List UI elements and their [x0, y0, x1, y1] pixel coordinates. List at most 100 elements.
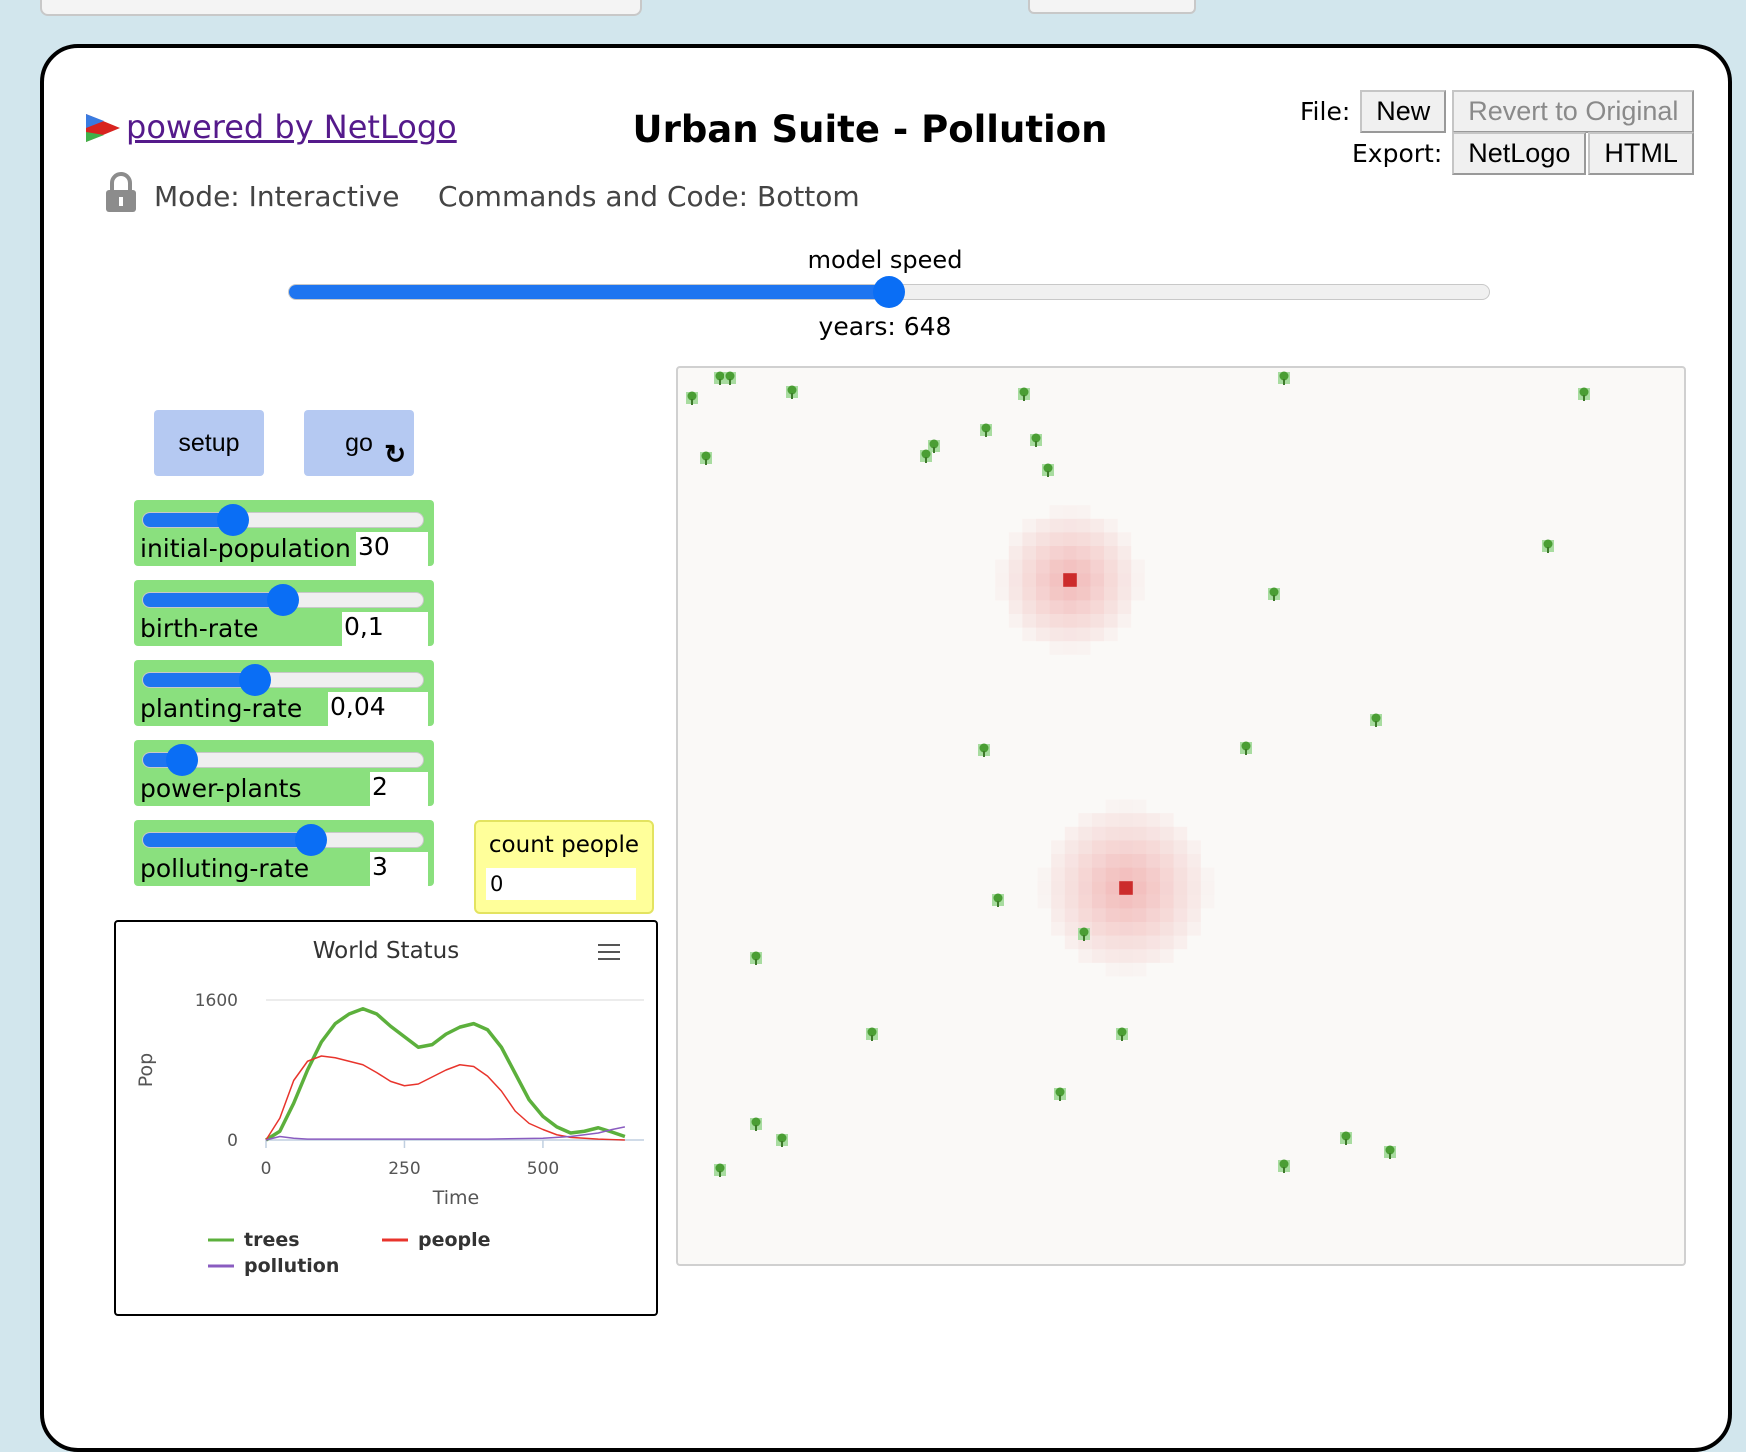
slider-power-plants[interactable]: power-plants 2: [134, 740, 434, 806]
go-button[interactable]: go ↻: [304, 410, 414, 476]
pollution-patch: [1049, 600, 1064, 614]
pollution-patch: [1049, 559, 1064, 574]
pollution-patch: [1133, 963, 1147, 977]
x-axis-label: Time: [432, 1187, 480, 1209]
power-plant: [1063, 573, 1077, 587]
pollution-patch: [1146, 813, 1160, 827]
pollution-patch: [1117, 559, 1132, 574]
pollution-patch: [1201, 895, 1215, 909]
pollution-patch: [1049, 505, 1064, 519]
file-label: File:: [1300, 97, 1351, 126]
tree-trunk: [1035, 441, 1037, 447]
pollution-patch: [1049, 586, 1064, 601]
pollution-patch: [1064, 894, 1079, 909]
slider-value: 3: [370, 852, 428, 886]
pollution-patch: [1200, 881, 1215, 895]
tree-trunk: [933, 447, 935, 453]
slider-track[interactable]: [142, 504, 424, 536]
lock-icon[interactable]: [104, 172, 138, 214]
pollution-patch: [1160, 854, 1174, 868]
pollution-patch: [1076, 518, 1091, 533]
pollution-patch: [1076, 614, 1091, 628]
world-view[interactable]: [676, 366, 1686, 1266]
mode-toggle[interactable]: Mode: Interactive: [154, 180, 400, 213]
slider-initial-population[interactable]: initial-population 30: [134, 500, 434, 566]
tree-turtle: [1279, 1159, 1289, 1169]
slider-name: polluting-rate: [140, 854, 310, 883]
pollution-patch: [1160, 935, 1174, 950]
tree-trunk: [985, 431, 987, 437]
pollution-patch: [1064, 826, 1079, 841]
commands-code-toggle[interactable]: Commands and Code: Bottom: [438, 180, 860, 213]
pollution-patch: [1132, 813, 1147, 827]
export-html-button[interactable]: HTML: [1588, 132, 1694, 175]
tree-trunk: [925, 457, 927, 463]
new-button[interactable]: New: [1360, 90, 1447, 133]
pollution-patch: [1036, 600, 1050, 614]
export-netlogo-button[interactable]: NetLogo: [1452, 132, 1587, 175]
speed-slider[interactable]: [288, 276, 1490, 308]
speed-knob[interactable]: [873, 276, 905, 308]
pollution-patch: [1117, 614, 1132, 628]
slider-birth-rate[interactable]: birth-rate 0,1: [134, 580, 434, 646]
hamburger-menu-icon[interactable]: [598, 944, 620, 962]
tree-trunk: [871, 1035, 873, 1041]
pollution-patch: [1008, 600, 1023, 614]
pollution-patch: [1104, 600, 1118, 614]
pollution-patch: [1106, 963, 1120, 977]
count-people-monitor: count people 0: [474, 820, 654, 914]
y-tick-label: 1600: [195, 991, 238, 1011]
tree-trunk: [1273, 595, 1275, 601]
slider-knob[interactable]: [267, 584, 299, 616]
slider-track[interactable]: [142, 664, 424, 696]
slider-knob[interactable]: [166, 744, 199, 776]
file-row: File: New Revert to Original: [1300, 90, 1695, 133]
pollution-patch: [1146, 826, 1160, 841]
pollution-patch: [1022, 614, 1036, 628]
monitor-label: count people: [488, 832, 640, 858]
tree-turtle: [1385, 1145, 1395, 1155]
tree-turtle: [787, 385, 797, 395]
tree-trunk: [1083, 935, 1085, 941]
pollution-patch: [1173, 881, 1188, 895]
tree-turtle: [1079, 927, 1089, 937]
powered-by-link[interactable]: powered by NetLogo: [84, 108, 457, 146]
slider-track[interactable]: [142, 584, 424, 616]
pollution-patch: [1037, 881, 1052, 895]
pollution-patch: [1132, 935, 1147, 950]
pollution-patch: [1105, 854, 1120, 868]
tree-turtle: [979, 743, 989, 753]
pollution-patch: [1119, 949, 1133, 963]
slider-name: initial-population: [140, 534, 351, 563]
pollution-patch: [1119, 826, 1133, 841]
slider-polluting-rate[interactable]: polluting-rate 3: [134, 820, 434, 886]
pollution-patch: [1036, 627, 1050, 642]
pollution-patch: [1131, 586, 1145, 601]
pollution-patch: [1076, 600, 1091, 614]
pollution-patch: [1051, 881, 1065, 895]
slider-knob[interactable]: [295, 824, 327, 856]
revert-button[interactable]: Revert to Original: [1452, 90, 1695, 133]
pollution-patch: [1160, 949, 1174, 963]
slider-track[interactable]: [142, 744, 424, 776]
tree-trunk: [791, 393, 793, 399]
pollution-patch: [1117, 573, 1132, 587]
tree-turtle: [1543, 539, 1553, 549]
slider-track[interactable]: [142, 824, 424, 856]
tree-turtle: [1279, 371, 1289, 381]
pollution-patch: [1049, 532, 1064, 546]
pollution-patch: [1078, 840, 1092, 854]
slider-knob[interactable]: [239, 664, 271, 696]
powered-by-text: powered by NetLogo: [126, 108, 457, 146]
setup-button[interactable]: setup: [154, 410, 264, 476]
tree-turtle: [981, 423, 991, 433]
top-panel-right: [1028, 0, 1196, 14]
pollution-patch: [1187, 922, 1201, 936]
pollution-patch: [1090, 586, 1104, 601]
slider-planting-rate[interactable]: planting-rate 0,04: [134, 660, 434, 726]
slider-knob[interactable]: [216, 504, 249, 536]
pollution-patch: [1090, 614, 1104, 628]
pollution-patch: [1146, 935, 1160, 950]
world-canvas[interactable]: [678, 368, 1684, 1264]
pollution-patch: [1119, 894, 1133, 909]
